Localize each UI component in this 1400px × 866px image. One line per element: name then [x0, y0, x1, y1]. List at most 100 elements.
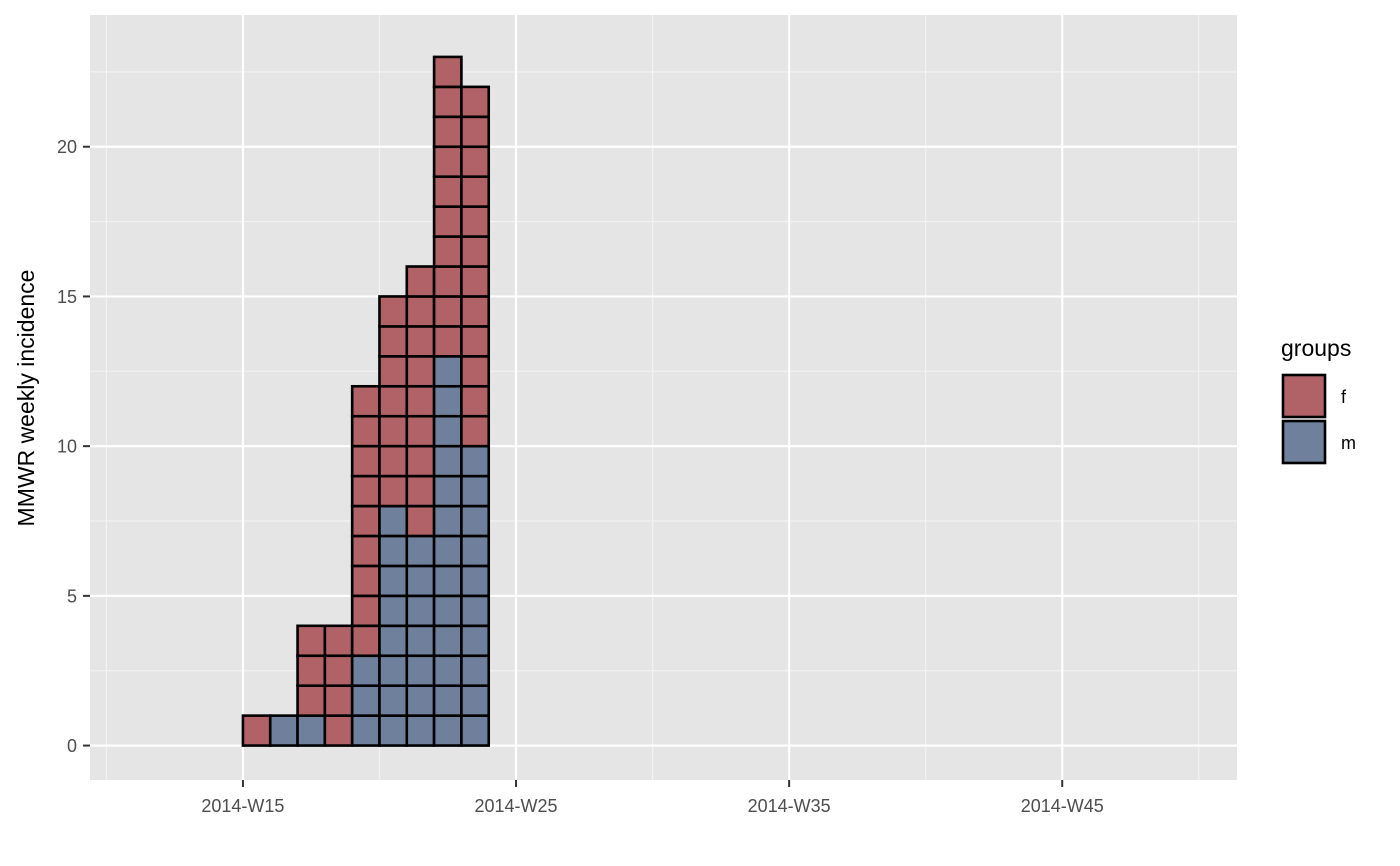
case-tile-m: [432, 504, 463, 538]
case-tile-m: [460, 594, 491, 628]
legend-key-f: [1281, 373, 1327, 419]
case-tile-f: [460, 414, 491, 448]
case-tile-m: [350, 684, 381, 717]
case-tile-f: [350, 474, 381, 508]
case-tile-f: [405, 414, 436, 448]
case-tile-f: [350, 414, 381, 448]
case-tile-m: [378, 654, 409, 687]
case-tile-m: [378, 684, 409, 717]
case-tile-f: [460, 235, 491, 268]
plot-panel: [90, 15, 1237, 780]
case-tile-m: [460, 564, 491, 598]
case-tile-m: [405, 534, 436, 568]
case-tile-f: [460, 175, 491, 208]
y-tick-label: 10: [57, 437, 77, 457]
case-tile-m: [405, 714, 436, 747]
case-tile-m: [378, 594, 409, 628]
case-tile-m: [432, 684, 463, 717]
major-gridlines: [90, 15, 1237, 780]
case-tile-m: [405, 624, 436, 658]
case-tile-f: [350, 504, 381, 538]
case-tile-m: [350, 714, 381, 747]
case-tile-f: [432, 85, 463, 119]
case-tile-m: [460, 654, 491, 687]
case-tile-m: [378, 564, 409, 598]
case-tile-m: [460, 684, 491, 717]
case-tile-f: [405, 384, 436, 418]
case-tile-f: [296, 624, 327, 658]
minor-gridlines: [90, 15, 1237, 780]
y-tick-label: 15: [57, 287, 77, 307]
legend: groups f m: [1281, 335, 1356, 465]
x-axis: 2014-W15 2014-W25 2014-W35 2014-W45: [201, 780, 1104, 816]
case-tile-m: [405, 684, 436, 717]
case-tile-m: [460, 474, 491, 508]
case-tile-m: [432, 355, 463, 388]
case-tile-m: [432, 594, 463, 628]
y-tick-label: 20: [57, 137, 77, 157]
case-tile-m: [432, 534, 463, 568]
case-tile-m: [460, 444, 491, 478]
x-tick-label: 2014-W35: [748, 796, 831, 816]
case-tile-m: [432, 474, 463, 508]
case-tile-f: [460, 115, 491, 149]
case-tile-m: [405, 594, 436, 628]
case-tile-f: [405, 444, 436, 478]
case-tile-m: [378, 504, 409, 538]
case-tile-m: [432, 564, 463, 598]
case-tile-f: [350, 444, 381, 478]
case-tile-f: [405, 355, 436, 388]
case-tile-f: [432, 265, 463, 298]
case-tile-f: [378, 444, 409, 478]
case-tile-f: [350, 594, 381, 628]
case-tile-f: [378, 384, 409, 418]
case-tile-f: [432, 295, 463, 328]
case-tile-f: [405, 474, 436, 508]
case-tile-f: [432, 175, 463, 208]
legend-label-m: m: [1341, 433, 1356, 453]
case-tile-m: [378, 714, 409, 747]
legend-key-m: [1281, 419, 1327, 465]
case-tile-f: [405, 325, 436, 358]
case-tile-f: [405, 504, 436, 538]
case-tile-f: [432, 205, 463, 238]
legend-title: groups: [1281, 335, 1351, 361]
case-tile-f: [323, 714, 354, 747]
case-tile-m: [432, 654, 463, 687]
case-tile-m: [405, 564, 436, 598]
case-tile-m: [460, 714, 491, 747]
case-tile-f: [432, 55, 463, 89]
case-tile-f: [432, 145, 463, 178]
case-tile-f: [296, 654, 327, 687]
case-tile-f: [432, 115, 463, 149]
case-tile-m: [432, 624, 463, 658]
case-tile-f: [378, 325, 409, 358]
case-tile-f: [405, 265, 436, 298]
case-tile-m: [432, 384, 463, 418]
y-axis: 0 5 10 15 20: [57, 137, 90, 756]
case-tile-f: [323, 654, 354, 687]
case-tile-f: [460, 355, 491, 388]
case-tile-m: [460, 504, 491, 538]
case-tile-f: [460, 85, 491, 119]
case-tile-m: [378, 624, 409, 658]
legend-label-f: f: [1341, 387, 1347, 407]
case-tile-f: [296, 684, 327, 717]
y-tick-label: 0: [67, 736, 77, 756]
case-tile-f: [460, 145, 491, 178]
case-tile-m: [268, 714, 299, 747]
case-tile-m: [460, 534, 491, 568]
case-tile-f: [350, 624, 381, 658]
case-tile-m: [405, 654, 436, 687]
case-tile-f: [405, 295, 436, 328]
case-tiles: [241, 55, 491, 747]
case-tile-f: [460, 205, 491, 238]
case-tile-f: [350, 564, 381, 598]
case-tile-f: [460, 325, 491, 358]
case-tile-f: [241, 714, 272, 747]
y-axis-title: MMWR weekly incidence: [13, 270, 39, 527]
case-tile-f: [460, 384, 491, 418]
case-tile-m: [296, 714, 327, 747]
case-tile-m: [378, 534, 409, 568]
